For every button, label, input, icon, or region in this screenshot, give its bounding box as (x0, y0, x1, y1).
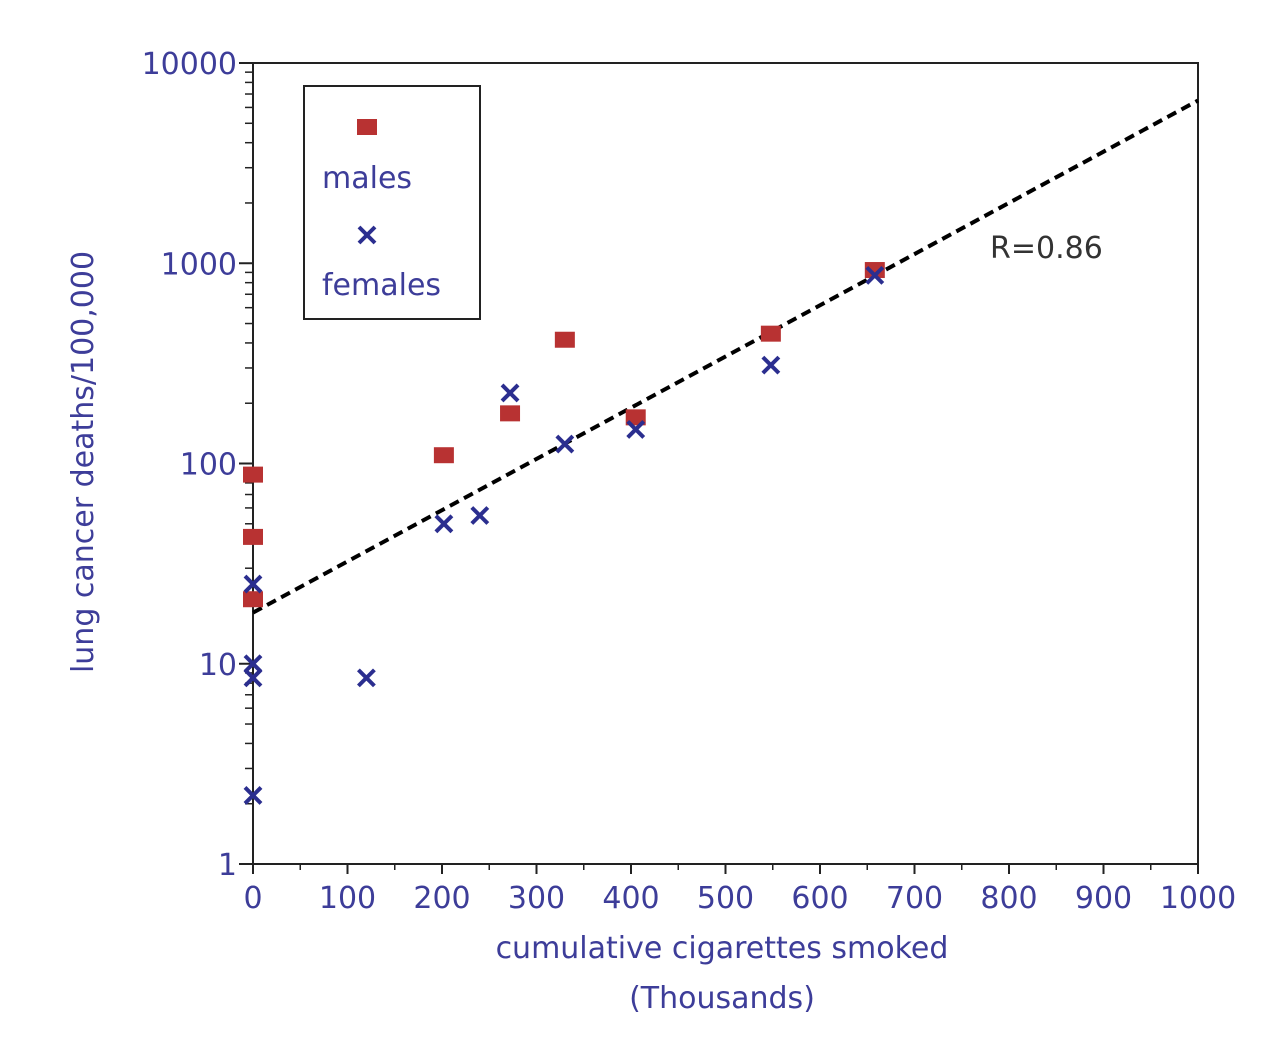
male-point (243, 466, 263, 483)
female-point (243, 668, 263, 688)
x-tick-label: 200 (413, 881, 470, 916)
male-point (760, 325, 781, 342)
female-point (243, 786, 263, 805)
female-point (500, 383, 520, 403)
y-tick-label: 1000 (161, 247, 237, 282)
male-point (433, 447, 454, 464)
plot-frame (252, 62, 1199, 865)
legend-females-label: females (322, 268, 441, 303)
legend-box (303, 85, 481, 320)
y-tick-label: 1 (218, 848, 237, 883)
males-series (243, 262, 885, 608)
female-point (626, 419, 646, 439)
female-point (243, 654, 263, 674)
x-tick-label: 100 (319, 881, 376, 916)
male-point (243, 528, 263, 545)
male-point (864, 262, 885, 279)
y-tick-labels: 1 10 100 1000 10000 (142, 47, 237, 883)
x-tick-label: 600 (791, 881, 848, 916)
female-point (434, 514, 454, 534)
y-tick-label: 100 (180, 448, 237, 483)
x-tick-label: 1000 (1160, 881, 1236, 916)
x-tick-label: 400 (602, 881, 659, 916)
male-point (500, 405, 521, 422)
fit-line (252, 98, 1199, 615)
x-tick-labels: 0 100 200 300 400 500 600 700 800 900 1000 (243, 881, 1236, 916)
x-tick-label: 700 (886, 881, 943, 916)
y-minor-ticks (239, 62, 253, 865)
female-point (356, 668, 376, 688)
y-tick-label: 10 (199, 648, 237, 683)
r-annotation: R=0.86 (990, 231, 1103, 266)
male-point (243, 591, 263, 608)
x-tick-label: 500 (697, 881, 754, 916)
female-point (243, 574, 263, 594)
y-tick-label: 10000 (142, 47, 237, 82)
female-point (761, 355, 781, 375)
y-axis-label: lung cancer deaths/100,000 (66, 251, 101, 673)
x-axis-label-units: (Thousands) (629, 981, 815, 1016)
legend: males females (303, 85, 481, 320)
female-point (865, 265, 885, 285)
x-tick-label: 0 (243, 881, 262, 916)
male-point (554, 331, 575, 348)
legend-female-marker (357, 225, 377, 245)
x-axis-label: cumulative cigarettes smoked (496, 931, 949, 966)
x-tick-label: 300 (508, 881, 565, 916)
female-point (555, 434, 575, 454)
females-series (243, 265, 885, 805)
x-tick-label: 800 (980, 881, 1037, 916)
x-tick-marks (252, 864, 1199, 874)
x-tick-label: 900 (1075, 881, 1132, 916)
male-point (625, 409, 646, 426)
legend-male-marker (357, 119, 377, 135)
legend-males-label: males (322, 161, 412, 196)
female-point (470, 506, 490, 525)
